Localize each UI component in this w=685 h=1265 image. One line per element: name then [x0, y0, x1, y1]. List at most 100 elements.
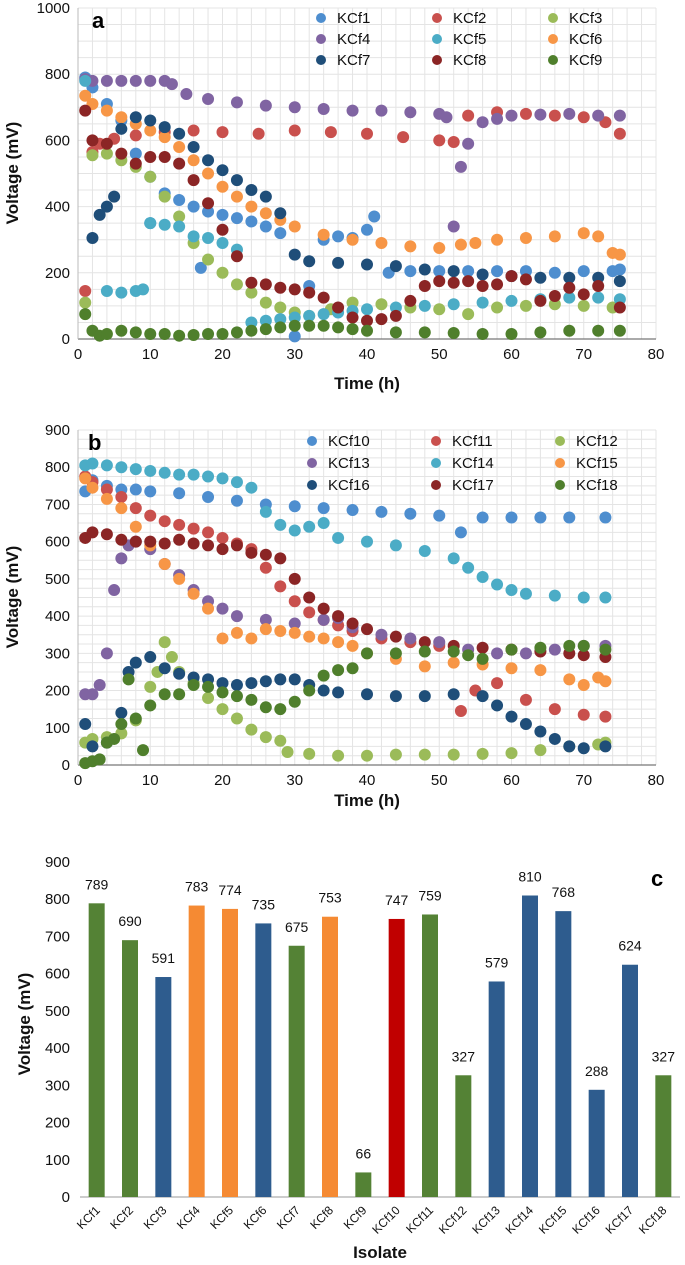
bar-value-label: 690 [118, 913, 142, 929]
data-point-kcf14 [303, 520, 316, 533]
data-point-kcf5 [79, 74, 92, 87]
data-point-kcf7 [173, 127, 186, 140]
data-point-kcf15 [303, 630, 316, 643]
a-y-tick-label: 600 [45, 132, 70, 149]
data-point-kcf14 [86, 457, 99, 470]
data-point-kcf14 [144, 464, 157, 477]
category-label: KCf18 [636, 1203, 670, 1237]
data-point-kcf9 [187, 329, 200, 342]
data-point-kcf2 [79, 285, 92, 298]
data-point-kcf1 [613, 263, 626, 276]
data-point-kcf9 [245, 324, 258, 337]
data-point-kcf7 [115, 122, 128, 135]
data-point-kcf4 [230, 96, 243, 109]
data-point-kcf11 [100, 483, 113, 496]
panel-c-label: c [651, 866, 663, 891]
panel-c-y-tick-label: 0 [62, 1189, 70, 1206]
panel-c-y-tick-label: 300 [45, 1077, 70, 1094]
data-point-kcf2 [129, 129, 142, 142]
data-point-kcf15 [158, 558, 171, 570]
data-point-kcf14 [577, 591, 590, 604]
panel-b-x-axis-title: Time (h) [334, 791, 400, 810]
data-point-kcf7 [202, 154, 215, 167]
data-point-kcf7 [187, 141, 200, 154]
panel-c-y-tick-labels: 0 100 200 300 400 500 600 700 800 900 [45, 854, 70, 1206]
data-point-kcf18 [274, 703, 287, 716]
data-point-kcf5 [418, 299, 431, 312]
data-point-kcf2 [548, 109, 561, 122]
data-point-kcf4 [440, 111, 453, 124]
data-point-kcf4 [180, 88, 193, 101]
series-kcf4 [79, 73, 626, 233]
legend-label: KCf6 [569, 31, 602, 48]
data-point-kcf4 [129, 74, 142, 87]
data-point-kcf8 [375, 313, 388, 326]
data-point-kcf9 [303, 319, 316, 332]
panel-b-label: b [88, 430, 101, 455]
data-point-kcf2 [577, 111, 590, 124]
data-point-kcf3 [491, 301, 504, 314]
data-point-kcf7 [100, 200, 113, 213]
data-point-kcf9 [100, 328, 113, 341]
data-point-kcf9 [447, 327, 460, 340]
a-y-tick-label: 200 [45, 265, 70, 282]
data-point-kcf1 [404, 265, 417, 278]
data-point-kcf8 [245, 276, 258, 289]
data-point-kcf18 [144, 699, 157, 712]
category-label: KCf3 [141, 1203, 170, 1232]
b-y-tick-label: 300 [45, 645, 70, 662]
a-x-tick-label: 60 [503, 346, 520, 363]
data-point-kcf18 [534, 641, 547, 654]
legend-label: KCf5 [453, 31, 486, 48]
data-point-kcf15 [418, 660, 431, 673]
data-point-kcf8 [404, 294, 417, 307]
data-point-kcf13 [548, 643, 561, 656]
data-point-kcf6 [216, 180, 229, 193]
data-point-kcf7 [274, 207, 287, 220]
data-point-kcf7 [613, 275, 626, 288]
data-point-kcf17 [577, 649, 590, 662]
legend-marker [431, 480, 441, 490]
data-point-kcf1 [368, 210, 381, 223]
data-point-kcf14 [548, 589, 561, 602]
data-point-kcf7 [534, 271, 547, 284]
data-point-kcf16 [158, 662, 171, 675]
data-point-kcf18 [476, 652, 489, 665]
a-y-tick-label: 1000 [37, 0, 70, 17]
data-point-kcf18 [129, 712, 142, 725]
a-x-tick-label: 50 [431, 346, 448, 363]
data-point-kcf17 [173, 533, 186, 546]
legend-marker [307, 436, 317, 446]
data-point-kcf14 [187, 468, 200, 481]
data-point-kcf12 [216, 703, 229, 716]
panel-c-y-tick-label: 500 [45, 1003, 70, 1020]
data-point-kcf12 [245, 723, 258, 736]
bar-value-label: 783 [185, 879, 209, 895]
legend-item-kcf15: KCf15 [555, 455, 618, 472]
series-kcf8 [79, 104, 626, 327]
data-point-kcf9 [259, 323, 272, 336]
data-point-kcf5 [361, 303, 373, 316]
data-point-kcf1 [433, 265, 446, 278]
data-point-kcf4 [288, 101, 301, 114]
data-point-kcf1 [491, 265, 504, 278]
data-point-kcf10 [144, 485, 157, 498]
data-point-kcf4 [115, 74, 128, 87]
data-point-kcf16 [216, 677, 229, 690]
data-point-kcf7 [332, 256, 345, 269]
data-point-kcf6 [548, 230, 561, 243]
series-kcf9 [79, 308, 626, 342]
b-x-tick-label: 80 [648, 772, 665, 789]
legend-item-kcf18: KCf18 [555, 477, 618, 494]
data-point-kcf3 [245, 286, 258, 299]
data-point-kcf3 [86, 149, 99, 162]
data-point-kcf5 [288, 311, 301, 324]
data-point-kcf8 [613, 301, 626, 314]
data-point-kcf14 [100, 459, 113, 472]
data-point-kcf13 [93, 678, 106, 691]
data-point-kcf7 [144, 114, 157, 127]
legend-marker [316, 55, 326, 65]
data-point-kcf10 [534, 511, 547, 524]
legend-item-kcf3: KCf3 [548, 10, 602, 27]
data-point-kcf14 [505, 584, 518, 597]
